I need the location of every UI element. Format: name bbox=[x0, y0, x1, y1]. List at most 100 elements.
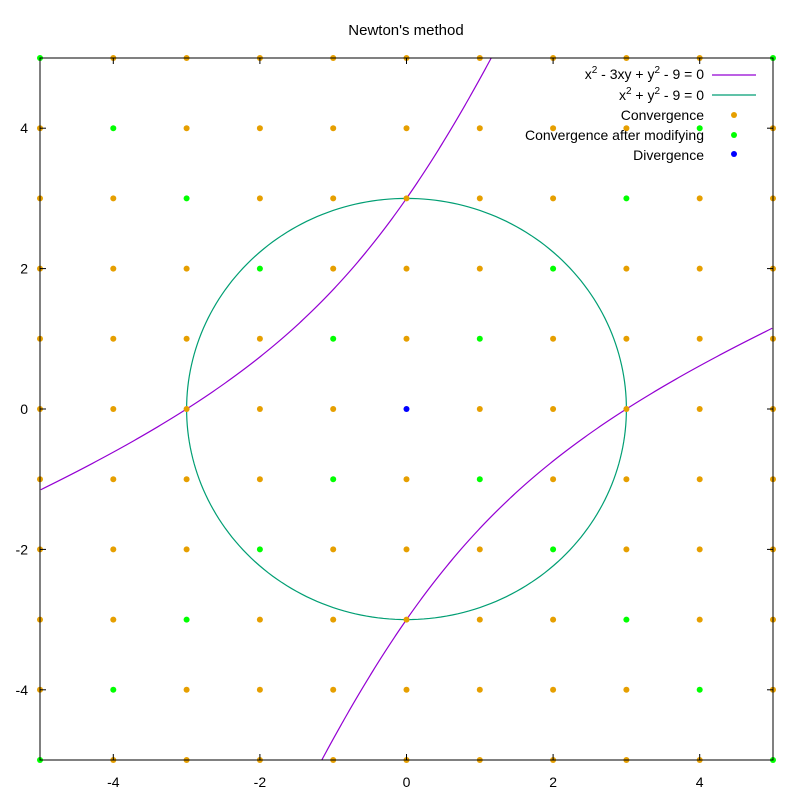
modified-point-7 bbox=[550, 265, 557, 272]
y-tick-label-4: 4 bbox=[20, 120, 28, 136]
y-tick-label-0: -4 bbox=[16, 682, 29, 698]
convergence-point-53 bbox=[696, 406, 703, 412]
legend-label-convergence: Convergence bbox=[621, 107, 704, 123]
modified-point-5 bbox=[623, 195, 630, 202]
chart-title: Newton's method bbox=[348, 22, 463, 39]
convergence-point-68 bbox=[403, 546, 410, 553]
x-tick-label-0: -4 bbox=[107, 774, 120, 790]
convergence-point-62 bbox=[696, 476, 703, 483]
convergence-point-66 bbox=[183, 546, 190, 553]
convergence-point-61 bbox=[623, 476, 630, 483]
modified-point-9 bbox=[476, 335, 483, 342]
y-tick-label-3: 2 bbox=[20, 261, 28, 277]
convergence-point-87 bbox=[476, 686, 483, 693]
convergence-point-43 bbox=[696, 335, 703, 342]
convergence-point-86 bbox=[403, 686, 410, 693]
modified-point-16 bbox=[110, 686, 117, 693]
curve-hyperbola-branch-2 bbox=[40, 57, 492, 491]
convergence-point-79 bbox=[550, 616, 557, 623]
convergence-point-74 bbox=[110, 616, 117, 623]
convergence-point-85 bbox=[330, 686, 337, 693]
modified-point-14 bbox=[183, 616, 190, 623]
convergence-point-49 bbox=[330, 406, 337, 412]
convergence-point-33 bbox=[623, 265, 630, 272]
modified-point-17 bbox=[696, 686, 703, 693]
convergence-point-75 bbox=[256, 616, 263, 623]
convergence-point-65 bbox=[110, 546, 117, 553]
convergence-point-39 bbox=[256, 335, 263, 342]
convergence-point-15 bbox=[550, 125, 557, 132]
x-tick-label-1: -2 bbox=[254, 774, 267, 790]
convergence-point-25 bbox=[696, 195, 703, 202]
convergence-point-69 bbox=[476, 546, 483, 553]
modified-point-6 bbox=[256, 265, 263, 272]
convergence-point-40 bbox=[403, 335, 410, 342]
convergence-point-77 bbox=[403, 616, 410, 623]
convergence-point-47 bbox=[183, 406, 190, 412]
divergence-point-0 bbox=[403, 406, 410, 412]
convergence-point-42 bbox=[623, 335, 630, 342]
modified-point-11 bbox=[476, 476, 483, 483]
convergence-point-88 bbox=[550, 686, 557, 693]
legend-marker-modified bbox=[731, 132, 737, 138]
convergence-point-46 bbox=[110, 406, 117, 412]
convergence-point-12 bbox=[330, 125, 337, 132]
convergence-point-16 bbox=[623, 125, 630, 132]
y-tick-label-2: 0 bbox=[20, 401, 28, 417]
modified-point-13 bbox=[550, 546, 557, 553]
modified-point-3 bbox=[696, 125, 703, 132]
convergence-point-32 bbox=[476, 265, 483, 272]
convergence-point-14 bbox=[476, 125, 483, 132]
convergence-point-83 bbox=[183, 686, 190, 693]
convergence-point-89 bbox=[623, 686, 630, 693]
convergence-point-38 bbox=[183, 335, 190, 342]
legend-marker-divergence bbox=[731, 151, 737, 157]
convergence-point-29 bbox=[183, 265, 190, 272]
x-tick-label-3: 2 bbox=[549, 774, 557, 790]
convergence-point-48 bbox=[256, 406, 263, 412]
convergence-point-59 bbox=[403, 476, 410, 483]
convergence-point-30 bbox=[330, 265, 337, 272]
convergence-point-20 bbox=[256, 195, 263, 202]
convergence-point-41 bbox=[550, 335, 557, 342]
convergence-point-71 bbox=[696, 546, 703, 553]
y-tick-label-1: -2 bbox=[16, 541, 29, 557]
convergence-point-76 bbox=[330, 616, 337, 623]
convergence-point-24 bbox=[550, 195, 557, 202]
convergence-point-67 bbox=[330, 546, 337, 553]
modified-point-10 bbox=[330, 476, 337, 483]
convergence-point-70 bbox=[623, 546, 630, 553]
convergence-point-78 bbox=[476, 616, 483, 623]
legend-label-modified: Convergence after modifying bbox=[525, 127, 704, 143]
convergence-point-21 bbox=[330, 195, 337, 202]
convergence-point-22 bbox=[403, 195, 410, 202]
convergence-point-56 bbox=[110, 476, 117, 483]
convergence-point-23 bbox=[476, 195, 483, 202]
convergence-point-37 bbox=[110, 335, 117, 342]
modified-point-8 bbox=[330, 335, 337, 342]
convergence-point-51 bbox=[550, 406, 557, 412]
x-tick-label-4: 4 bbox=[696, 774, 704, 790]
convergence-point-31 bbox=[403, 265, 410, 272]
convergence-point-34 bbox=[696, 265, 703, 272]
modified-point-12 bbox=[256, 546, 263, 553]
x-tick-label-2: 0 bbox=[403, 774, 411, 790]
convergence-point-57 bbox=[183, 476, 190, 483]
convergence-point-60 bbox=[550, 476, 557, 483]
convergence-point-10 bbox=[183, 125, 190, 132]
convergence-point-19 bbox=[110, 195, 117, 202]
convergence-point-50 bbox=[476, 406, 483, 412]
convergence-point-13 bbox=[403, 125, 410, 132]
legend-marker-convergence bbox=[731, 112, 737, 118]
convergence-point-11 bbox=[256, 125, 263, 132]
legend-label-divergence: Divergence bbox=[633, 147, 704, 163]
legend-label-curve2: x2 + y2 - 9 = 0 bbox=[619, 86, 704, 103]
ticks-layer: -4 -2 0 2 4 -4 -2 0 2 4 bbox=[16, 58, 773, 790]
convergence-point-28 bbox=[110, 265, 117, 272]
convergence-point-84 bbox=[256, 686, 263, 693]
modified-point-4 bbox=[183, 195, 190, 202]
legend-label-curve1: x2 - 3xy + y2 - 9 = 0 bbox=[585, 65, 704, 82]
curve-hyperbola-branch-1 bbox=[321, 327, 773, 761]
convergence-point-80 bbox=[696, 616, 703, 623]
